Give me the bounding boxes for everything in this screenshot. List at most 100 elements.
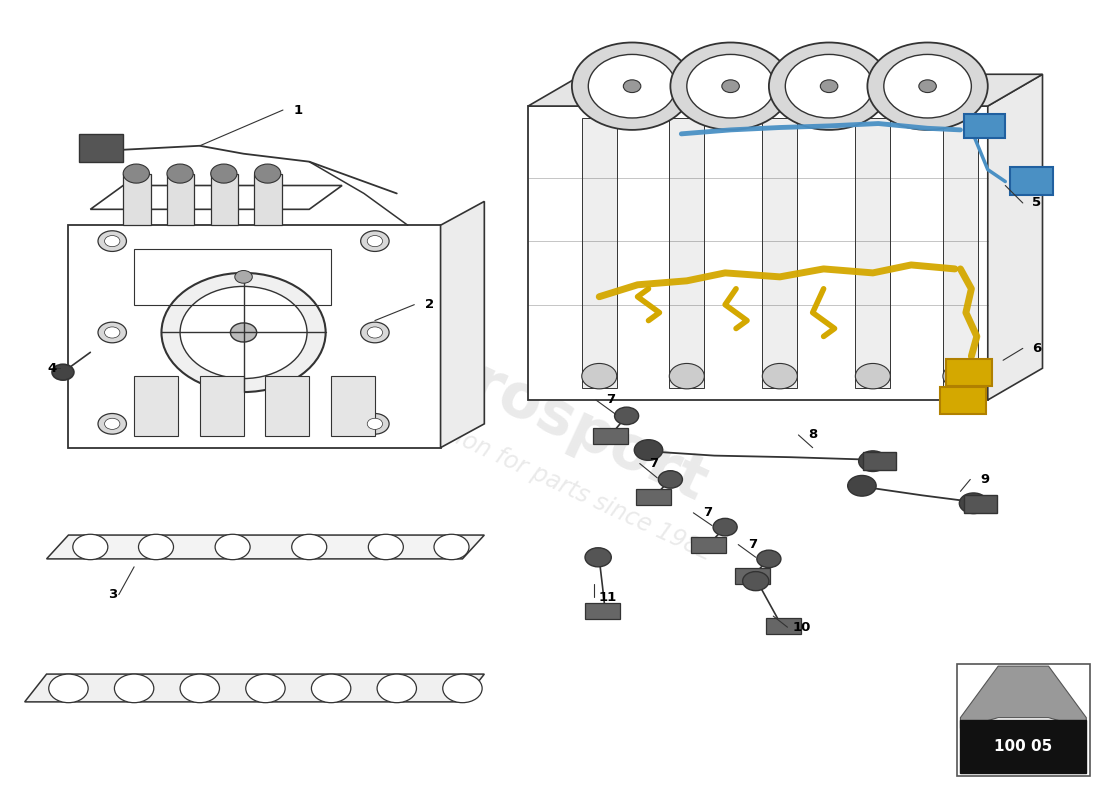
- Bar: [79, 134, 123, 162]
- Bar: [1010, 167, 1054, 195]
- Circle shape: [856, 363, 890, 389]
- Circle shape: [757, 550, 781, 568]
- Polygon shape: [24, 674, 484, 702]
- Circle shape: [918, 80, 936, 93]
- Bar: [265, 376, 309, 436]
- Circle shape: [658, 470, 682, 488]
- Circle shape: [361, 230, 389, 251]
- Circle shape: [368, 534, 404, 560]
- Bar: [735, 569, 770, 584]
- Circle shape: [722, 80, 739, 93]
- Polygon shape: [90, 186, 342, 210]
- Circle shape: [180, 286, 307, 378]
- Circle shape: [98, 322, 126, 342]
- Circle shape: [167, 164, 194, 183]
- Circle shape: [635, 440, 662, 460]
- Circle shape: [943, 363, 978, 389]
- Polygon shape: [988, 74, 1043, 400]
- Circle shape: [52, 364, 74, 380]
- Circle shape: [245, 674, 285, 702]
- Circle shape: [104, 418, 120, 430]
- Polygon shape: [528, 106, 988, 400]
- Circle shape: [104, 327, 120, 338]
- Bar: [134, 249, 331, 305]
- Circle shape: [361, 414, 389, 434]
- Text: 9: 9: [980, 473, 989, 486]
- Circle shape: [859, 451, 887, 471]
- Bar: [762, 118, 798, 388]
- Text: eurosport: eurosport: [384, 318, 716, 514]
- Circle shape: [572, 42, 692, 130]
- Text: 5: 5: [1033, 197, 1042, 210]
- Polygon shape: [528, 74, 1043, 106]
- Polygon shape: [960, 666, 1087, 728]
- Bar: [134, 376, 178, 436]
- Circle shape: [670, 42, 791, 130]
- Bar: [637, 489, 671, 505]
- Polygon shape: [441, 202, 484, 448]
- Circle shape: [868, 42, 988, 130]
- Circle shape: [114, 674, 154, 702]
- Circle shape: [377, 674, 417, 702]
- Circle shape: [104, 235, 120, 246]
- Circle shape: [367, 327, 383, 338]
- Bar: [946, 359, 992, 386]
- Circle shape: [686, 54, 774, 118]
- Circle shape: [292, 534, 327, 560]
- Circle shape: [588, 54, 675, 118]
- Circle shape: [434, 534, 469, 560]
- Circle shape: [98, 414, 126, 434]
- Text: a passion for parts since 1982: a passion for parts since 1982: [383, 393, 717, 566]
- Circle shape: [785, 54, 873, 118]
- Circle shape: [254, 164, 280, 183]
- Bar: [943, 118, 978, 388]
- Circle shape: [742, 571, 769, 590]
- Circle shape: [624, 80, 641, 93]
- Circle shape: [762, 363, 798, 389]
- Circle shape: [48, 674, 88, 702]
- Circle shape: [883, 54, 971, 118]
- Circle shape: [713, 518, 737, 536]
- Bar: [964, 114, 1005, 138]
- Text: 1: 1: [294, 103, 302, 117]
- Bar: [669, 118, 704, 388]
- Circle shape: [848, 475, 876, 496]
- Bar: [964, 495, 997, 513]
- Bar: [939, 387, 986, 414]
- Circle shape: [361, 322, 389, 342]
- Bar: [167, 174, 195, 226]
- Text: 8: 8: [808, 429, 817, 442]
- Bar: [123, 174, 151, 226]
- Bar: [766, 618, 801, 634]
- Circle shape: [669, 363, 704, 389]
- Bar: [593, 428, 628, 444]
- Bar: [254, 174, 282, 226]
- Circle shape: [162, 273, 326, 392]
- Polygon shape: [68, 226, 441, 448]
- Bar: [856, 118, 890, 388]
- Bar: [585, 603, 620, 619]
- Circle shape: [821, 80, 838, 93]
- Polygon shape: [46, 535, 484, 559]
- Circle shape: [585, 548, 612, 567]
- Circle shape: [311, 674, 351, 702]
- Text: 3: 3: [108, 588, 117, 601]
- Text: 7: 7: [748, 538, 757, 551]
- Bar: [864, 453, 895, 470]
- Text: 11: 11: [598, 590, 617, 603]
- Circle shape: [139, 534, 174, 560]
- Bar: [957, 664, 1090, 776]
- Text: 2: 2: [425, 298, 435, 311]
- Circle shape: [959, 493, 988, 514]
- Circle shape: [180, 674, 220, 702]
- Text: 7: 7: [649, 457, 659, 470]
- Text: 4: 4: [47, 362, 57, 374]
- Circle shape: [123, 164, 150, 183]
- Bar: [691, 537, 726, 553]
- Bar: [331, 376, 375, 436]
- Circle shape: [769, 42, 889, 130]
- Text: 6: 6: [1033, 342, 1042, 355]
- Circle shape: [582, 363, 617, 389]
- Bar: [200, 376, 243, 436]
- Circle shape: [442, 674, 482, 702]
